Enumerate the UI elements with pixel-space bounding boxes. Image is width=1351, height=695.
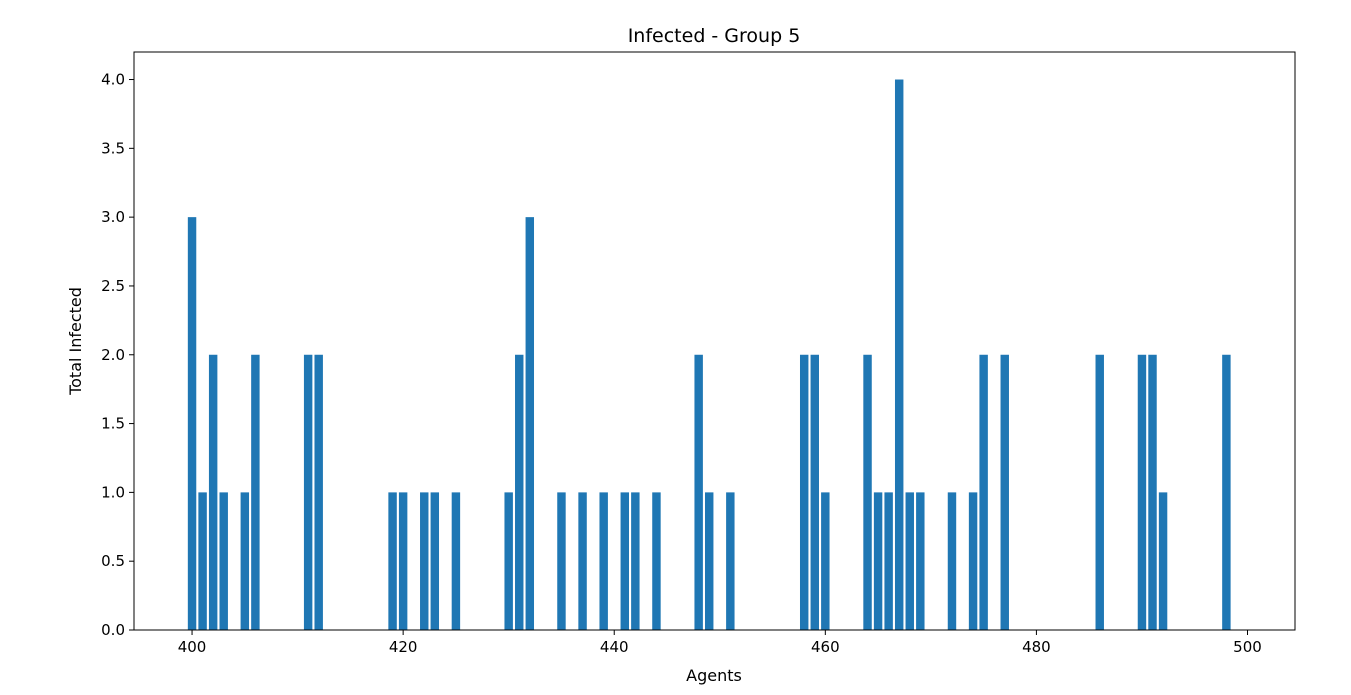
- y-axis-label: Total Infected: [66, 287, 85, 396]
- plot-area-frame: [133, 51, 1296, 631]
- y-tick-label: 3.0: [101, 208, 125, 226]
- y-tick-label: 1.5: [101, 415, 125, 433]
- x-tick-label: 480: [1022, 638, 1051, 656]
- bar-agent-441: [620, 492, 629, 630]
- bar-agent-439: [599, 492, 608, 630]
- x-tick-label: 420: [389, 638, 418, 656]
- bar-agent-411: [303, 354, 313, 630]
- bar-agent-468: [905, 492, 914, 630]
- bar-agent-444: [652, 492, 661, 630]
- bar-agent-449: [705, 492, 714, 630]
- y-tick-label: 3.5: [101, 139, 125, 157]
- bar-agent-420: [398, 492, 408, 630]
- bar-agent-432: [525, 217, 535, 630]
- bar-agent-422: [420, 492, 429, 630]
- bar-agent-401: [198, 492, 207, 630]
- bar-agent-431: [515, 354, 524, 630]
- bar-agent-474: [968, 492, 978, 630]
- bar-agent-451: [726, 492, 735, 630]
- bar-agent-448: [694, 354, 703, 630]
- x-tick-label: 400: [178, 638, 207, 656]
- bar-agent-469: [916, 492, 925, 630]
- chart-title: Infected - Group 5: [628, 25, 801, 47]
- bar-agent-425: [451, 492, 461, 630]
- y-axis-ticks: 0.0 0.5 1.0 1.5 2.0 2.5 3.0 3.5 4.0: [101, 71, 134, 639]
- bar-agent-419: [388, 492, 397, 630]
- y-tick-label: 0.0: [101, 621, 125, 639]
- bar-agent-437: [578, 492, 587, 630]
- x-tick-label: 500: [1233, 638, 1262, 656]
- x-axis-label: Agents: [686, 666, 742, 685]
- x-tick-label: 440: [600, 638, 629, 656]
- bar-agent-472: [947, 492, 957, 630]
- bar-agent-423: [430, 492, 440, 630]
- bar-agent-460: [821, 492, 830, 630]
- bar-series: [187, 79, 1231, 630]
- bar-agent-466: [884, 492, 893, 630]
- y-tick-label: 4.0: [101, 71, 125, 89]
- bar-agent-498: [1222, 354, 1231, 630]
- bar-agent-459: [810, 354, 819, 630]
- bar-agent-486: [1095, 354, 1104, 630]
- bar-agent-492: [1158, 492, 1168, 630]
- bar-agent-464: [863, 354, 872, 630]
- x-axis-ticks: 400 420 440 460 480 500: [178, 630, 1262, 656]
- bar-agent-412: [314, 354, 323, 630]
- bar-agent-491: [1148, 354, 1157, 630]
- y-tick-label: 2.0: [101, 346, 125, 364]
- bar-agent-465: [873, 492, 883, 630]
- bar-agent-403: [219, 492, 228, 630]
- y-tick-label: 2.5: [101, 277, 125, 295]
- y-tick-label: 1.0: [101, 483, 125, 501]
- bar-agent-477: [1000, 354, 1009, 630]
- bar-agent-435: [557, 492, 566, 630]
- bar-agent-442: [631, 492, 640, 630]
- x-tick-label: 460: [811, 638, 840, 656]
- bar-agent-402: [208, 354, 218, 630]
- bar-agent-406: [251, 354, 260, 630]
- bar-agent-430: [504, 492, 513, 630]
- bar-agent-467: [894, 79, 904, 630]
- bar-agent-475: [979, 354, 988, 630]
- bar-agent-458: [799, 354, 809, 630]
- bar-agent-400: [187, 217, 197, 630]
- bar-agent-405: [240, 492, 250, 630]
- bar-agent-490: [1137, 354, 1147, 630]
- y-tick-label: 0.5: [101, 552, 125, 570]
